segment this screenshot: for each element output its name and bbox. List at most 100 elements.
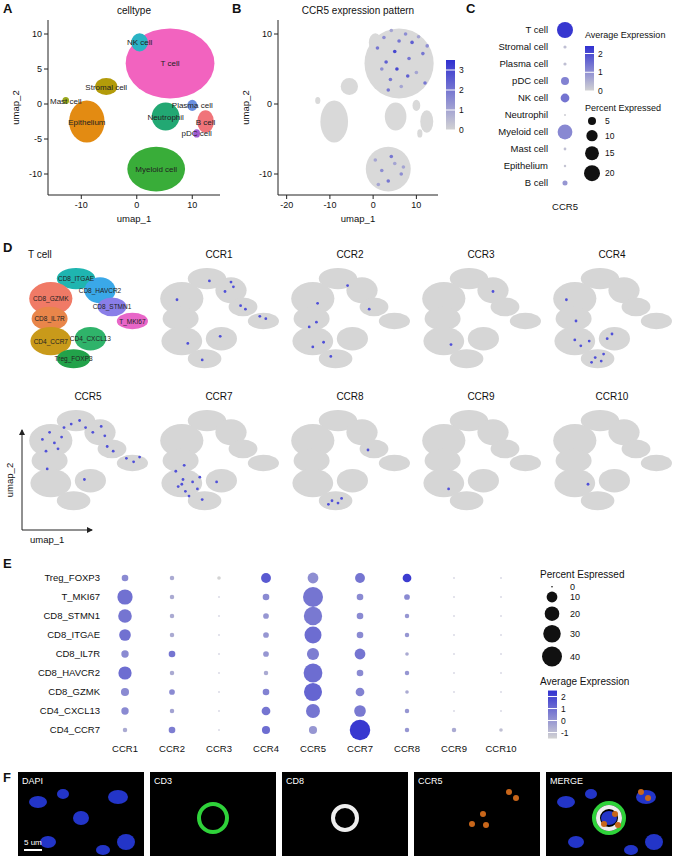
panel-letter: E [3,556,12,571]
image-label: MERGE [550,776,583,786]
cluster [337,469,368,493]
y-tick-label: -10 [29,169,42,179]
expression-point [399,172,403,176]
cluster [556,449,592,473]
dot [169,651,176,658]
cluster [319,491,353,510]
dot [405,728,410,733]
y-category-label: Treg_FOXP3 [44,572,100,583]
image-bg [150,772,276,856]
expression-point [57,447,60,450]
expression-point [264,317,267,320]
cluster-label: Epithelium [68,118,106,127]
expression-point [587,483,590,486]
expression-point [91,431,94,434]
expression-point [423,81,427,85]
dot [354,705,366,717]
image-bg [414,772,540,856]
cluster-label: T cell [161,59,180,68]
expression-point [573,338,576,341]
cluster [206,327,237,351]
expression-point [186,342,189,345]
dot [563,62,566,65]
expression-point [340,497,343,500]
gene-title: CCR4 [598,249,626,260]
x-axis [278,195,438,196]
x-category-label: CCR10 [485,743,516,754]
nucleus [73,811,89,825]
plot-area [62,28,214,191]
image-label: CD3 [154,776,172,786]
y-category-label: CD4_CCR7 [50,724,100,735]
dot [453,691,455,693]
x-category-label: CCR1 [112,743,138,754]
cluster [117,455,148,472]
image-label: CD8 [286,776,304,786]
expression-point [397,39,401,43]
dot [264,671,269,676]
expression-point [138,456,141,459]
expression-point [421,52,425,56]
x-category-label: CCR7 [347,743,373,754]
colorbar-label: 2 [598,49,603,59]
plot-area [291,410,410,510]
cluster [425,307,461,331]
dot [452,728,457,733]
dot [499,728,503,732]
nucleus [645,834,663,850]
dot [121,688,129,696]
cluster-label: T_MKI67 [119,318,146,326]
legend-title: Percent Espressed [540,569,625,580]
y-tick-label: 10 [32,29,42,39]
expression-point [224,290,227,293]
colorbar-label: 0 [459,125,464,135]
expression-point [48,431,51,434]
dot [170,671,175,676]
dot [453,672,455,674]
dot [118,609,132,623]
chart-title: celltype [117,5,151,16]
panel-letter: C [466,1,476,16]
expression-point [611,333,614,336]
size-legend-dot [551,586,553,588]
expression-point [600,360,603,363]
cluster [468,469,499,493]
expression-point [329,355,332,358]
y-category-label: Neutrophil [505,109,548,120]
x-category-label: CCR8 [394,743,420,754]
expression-point [331,499,334,502]
dot [500,691,502,693]
cluster [117,313,148,330]
y-category-label: CD8_GZMK [48,686,100,697]
cluster [420,110,433,132]
y-category-label: CD8_ITGAE [47,629,100,640]
x-category-label: CCR5 [552,201,578,212]
cluster [319,349,353,368]
ccr5-spot [469,821,475,827]
cluster-label: Myeloid cell [135,165,177,174]
dot [122,575,129,582]
cluster [75,469,106,493]
expression-point [389,29,393,33]
y-category-label: T cell [525,24,548,35]
expression-point [315,321,318,324]
gene-title: CCR9 [467,391,495,402]
y-tick [44,69,48,70]
expression-point [417,35,421,39]
dot [453,577,455,579]
expression-point [386,179,390,183]
gene-title: CCR1 [205,249,233,260]
expression-point [106,445,109,448]
size-legend-dot [584,165,600,181]
cluster [468,327,499,351]
dot [121,650,128,657]
x-tick-label: -10 [75,200,88,210]
colorbar-label: 0 [598,86,603,96]
y-category-label: Stromal cell [498,41,548,52]
panel-letter: A [3,1,13,16]
dot [500,634,502,636]
dot [357,670,364,677]
y-axis-arrow [22,430,23,530]
dot [404,594,410,600]
expression-point [377,183,381,187]
